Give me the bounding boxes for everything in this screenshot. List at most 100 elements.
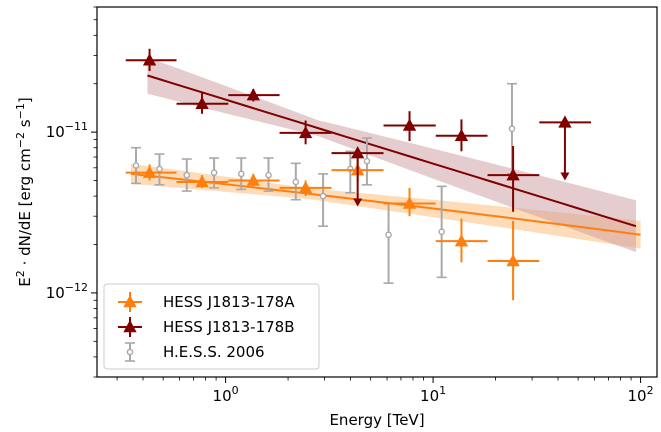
- hess-j1813-178b-point: [125, 48, 177, 71]
- hess-j1813-178b-point: [176, 93, 229, 114]
- hess-j1813-178b-point: [435, 119, 488, 152]
- hess-j1813-178a-point: [487, 221, 540, 301]
- marker-open-circle: [385, 231, 392, 239]
- y-tick-base: 10: [46, 123, 65, 141]
- marker-open-circle: [237, 170, 245, 178]
- upper-limit-arrow-head: [560, 172, 570, 181]
- hess-2006-point: [436, 185, 447, 279]
- marker-triangle: [402, 196, 417, 209]
- marker-open-circle: [132, 162, 140, 169]
- marker-triangle: [558, 115, 572, 128]
- y-tick-exp: −12: [65, 281, 88, 294]
- y-title-part: E: [16, 277, 34, 286]
- x-tick-label: 102: [628, 384, 654, 405]
- hess-j1813-178a-point: [228, 173, 280, 187]
- legend-entry-hess-2006: H.E.S.S. 2006: [125, 342, 265, 362]
- model-band-b: [147, 57, 636, 253]
- x-tick-label: 101: [420, 384, 446, 405]
- legend-label: H.E.S.S. 2006: [163, 343, 265, 361]
- hess-2006-point: [383, 202, 394, 284]
- legend-symbol: [118, 317, 142, 337]
- marker-triangle: [142, 165, 157, 178]
- marker-open-circle: [265, 171, 272, 179]
- legend-marker-open-circle: [126, 348, 134, 356]
- hess-2006-point: [181, 158, 192, 192]
- marker-triangle: [351, 146, 365, 159]
- model-line-b: [147, 74, 637, 228]
- marker-open-circle: [319, 192, 327, 200]
- marker-open-circle: [156, 165, 163, 173]
- marker-open-circle: [292, 178, 300, 186]
- hess-2006-point: [154, 153, 165, 186]
- marker-triangle: [142, 53, 157, 66]
- marker-triangle: [246, 88, 260, 101]
- hess-2006-point: [318, 173, 329, 227]
- marker-open-circle: [363, 157, 371, 165]
- x-tick-base: 10: [420, 387, 439, 405]
- x-tick-label: 100: [213, 384, 239, 405]
- y-title-sup: −1: [14, 103, 27, 119]
- y-title-part: s: [16, 119, 34, 132]
- marker-triangle: [298, 180, 313, 194]
- hess-2006-point: [236, 157, 247, 191]
- hess-j1813-178b-point: [383, 111, 436, 142]
- y-title-sup: −2: [14, 132, 27, 148]
- hess-j1813-178b-point: [228, 88, 280, 102]
- x-tick-exp: 2: [647, 384, 654, 397]
- y-tick-base: 10: [46, 284, 65, 302]
- marker-open-circle: [210, 169, 218, 176]
- x-tick-exp: 0: [232, 384, 239, 397]
- marker-triangle: [402, 118, 417, 131]
- y-title-part: ]: [16, 97, 34, 103]
- marker-triangle: [454, 128, 469, 141]
- y-tick-exp: −11: [65, 120, 88, 133]
- y-title-sup: 2: [14, 270, 27, 277]
- marker-triangle: [454, 234, 469, 247]
- hess-j1813-178a-point: [435, 218, 488, 263]
- legend-symbol: [125, 342, 135, 362]
- hess-j1813-178b-point: [539, 115, 592, 181]
- legend-marker-triangle: [123, 320, 137, 333]
- marker-triangle: [506, 253, 520, 267]
- hess-j1813-178a-point: [383, 187, 436, 217]
- legend-box: [103, 283, 320, 370]
- legend-label: HESS J1813-178A: [163, 293, 295, 311]
- marker-triangle: [298, 125, 313, 139]
- hess-j1813-178b-point: [279, 120, 332, 145]
- y-axis-title: E2 · dN/dE [erg cm−2 s−1]: [14, 97, 34, 286]
- plot-frame: [96, 6, 658, 378]
- marker-triangle: [195, 96, 209, 110]
- hess-j1813-178a-point: [125, 164, 177, 181]
- legend-entry-hess-j1813-178a: HESS J1813-178A: [118, 292, 295, 312]
- marker-open-circle: [508, 125, 516, 133]
- hess-2006-point: [506, 82, 517, 175]
- y-tick-label: 10−12: [46, 281, 88, 302]
- y-title-part: · dN/dE [erg cm: [16, 148, 34, 270]
- marker-open-circle: [438, 228, 445, 236]
- legend-entry-hess-j1813-178b: HESS J1813-178B: [118, 317, 295, 337]
- hess-2006-point: [290, 162, 301, 201]
- hess-j1813-178a-point: [176, 174, 229, 188]
- legend-symbol: [118, 292, 142, 312]
- legend-label: HESS J1813-178B: [163, 318, 295, 336]
- hess-2006-point: [131, 146, 142, 185]
- y-tick-label: 10−11: [46, 120, 88, 141]
- legend-marker-triangle: [123, 295, 137, 308]
- hess-2006-point: [263, 157, 274, 192]
- hess-j1813-178b-point: [331, 146, 384, 207]
- x-tick-base: 10: [213, 387, 232, 405]
- hess-2006-point: [209, 157, 220, 189]
- legend: HESS J1813-178A HESS J1813-178B H.E.S.S.…: [103, 283, 320, 370]
- marker-triangle: [246, 173, 260, 186]
- hess-j1813-178b-point: [487, 145, 540, 212]
- marker-triangle: [195, 174, 209, 188]
- hess-2006-point: [361, 137, 372, 186]
- x-tick-base: 10: [628, 387, 647, 405]
- marker-open-circle: [183, 171, 191, 179]
- hess-j1813-178a-point: [279, 180, 332, 197]
- x-tick-exp: 1: [439, 384, 446, 397]
- data-points: [125, 48, 592, 301]
- upper-limit-arrow-head: [353, 198, 363, 207]
- x-axis-title: Energy [TeV]: [329, 411, 424, 429]
